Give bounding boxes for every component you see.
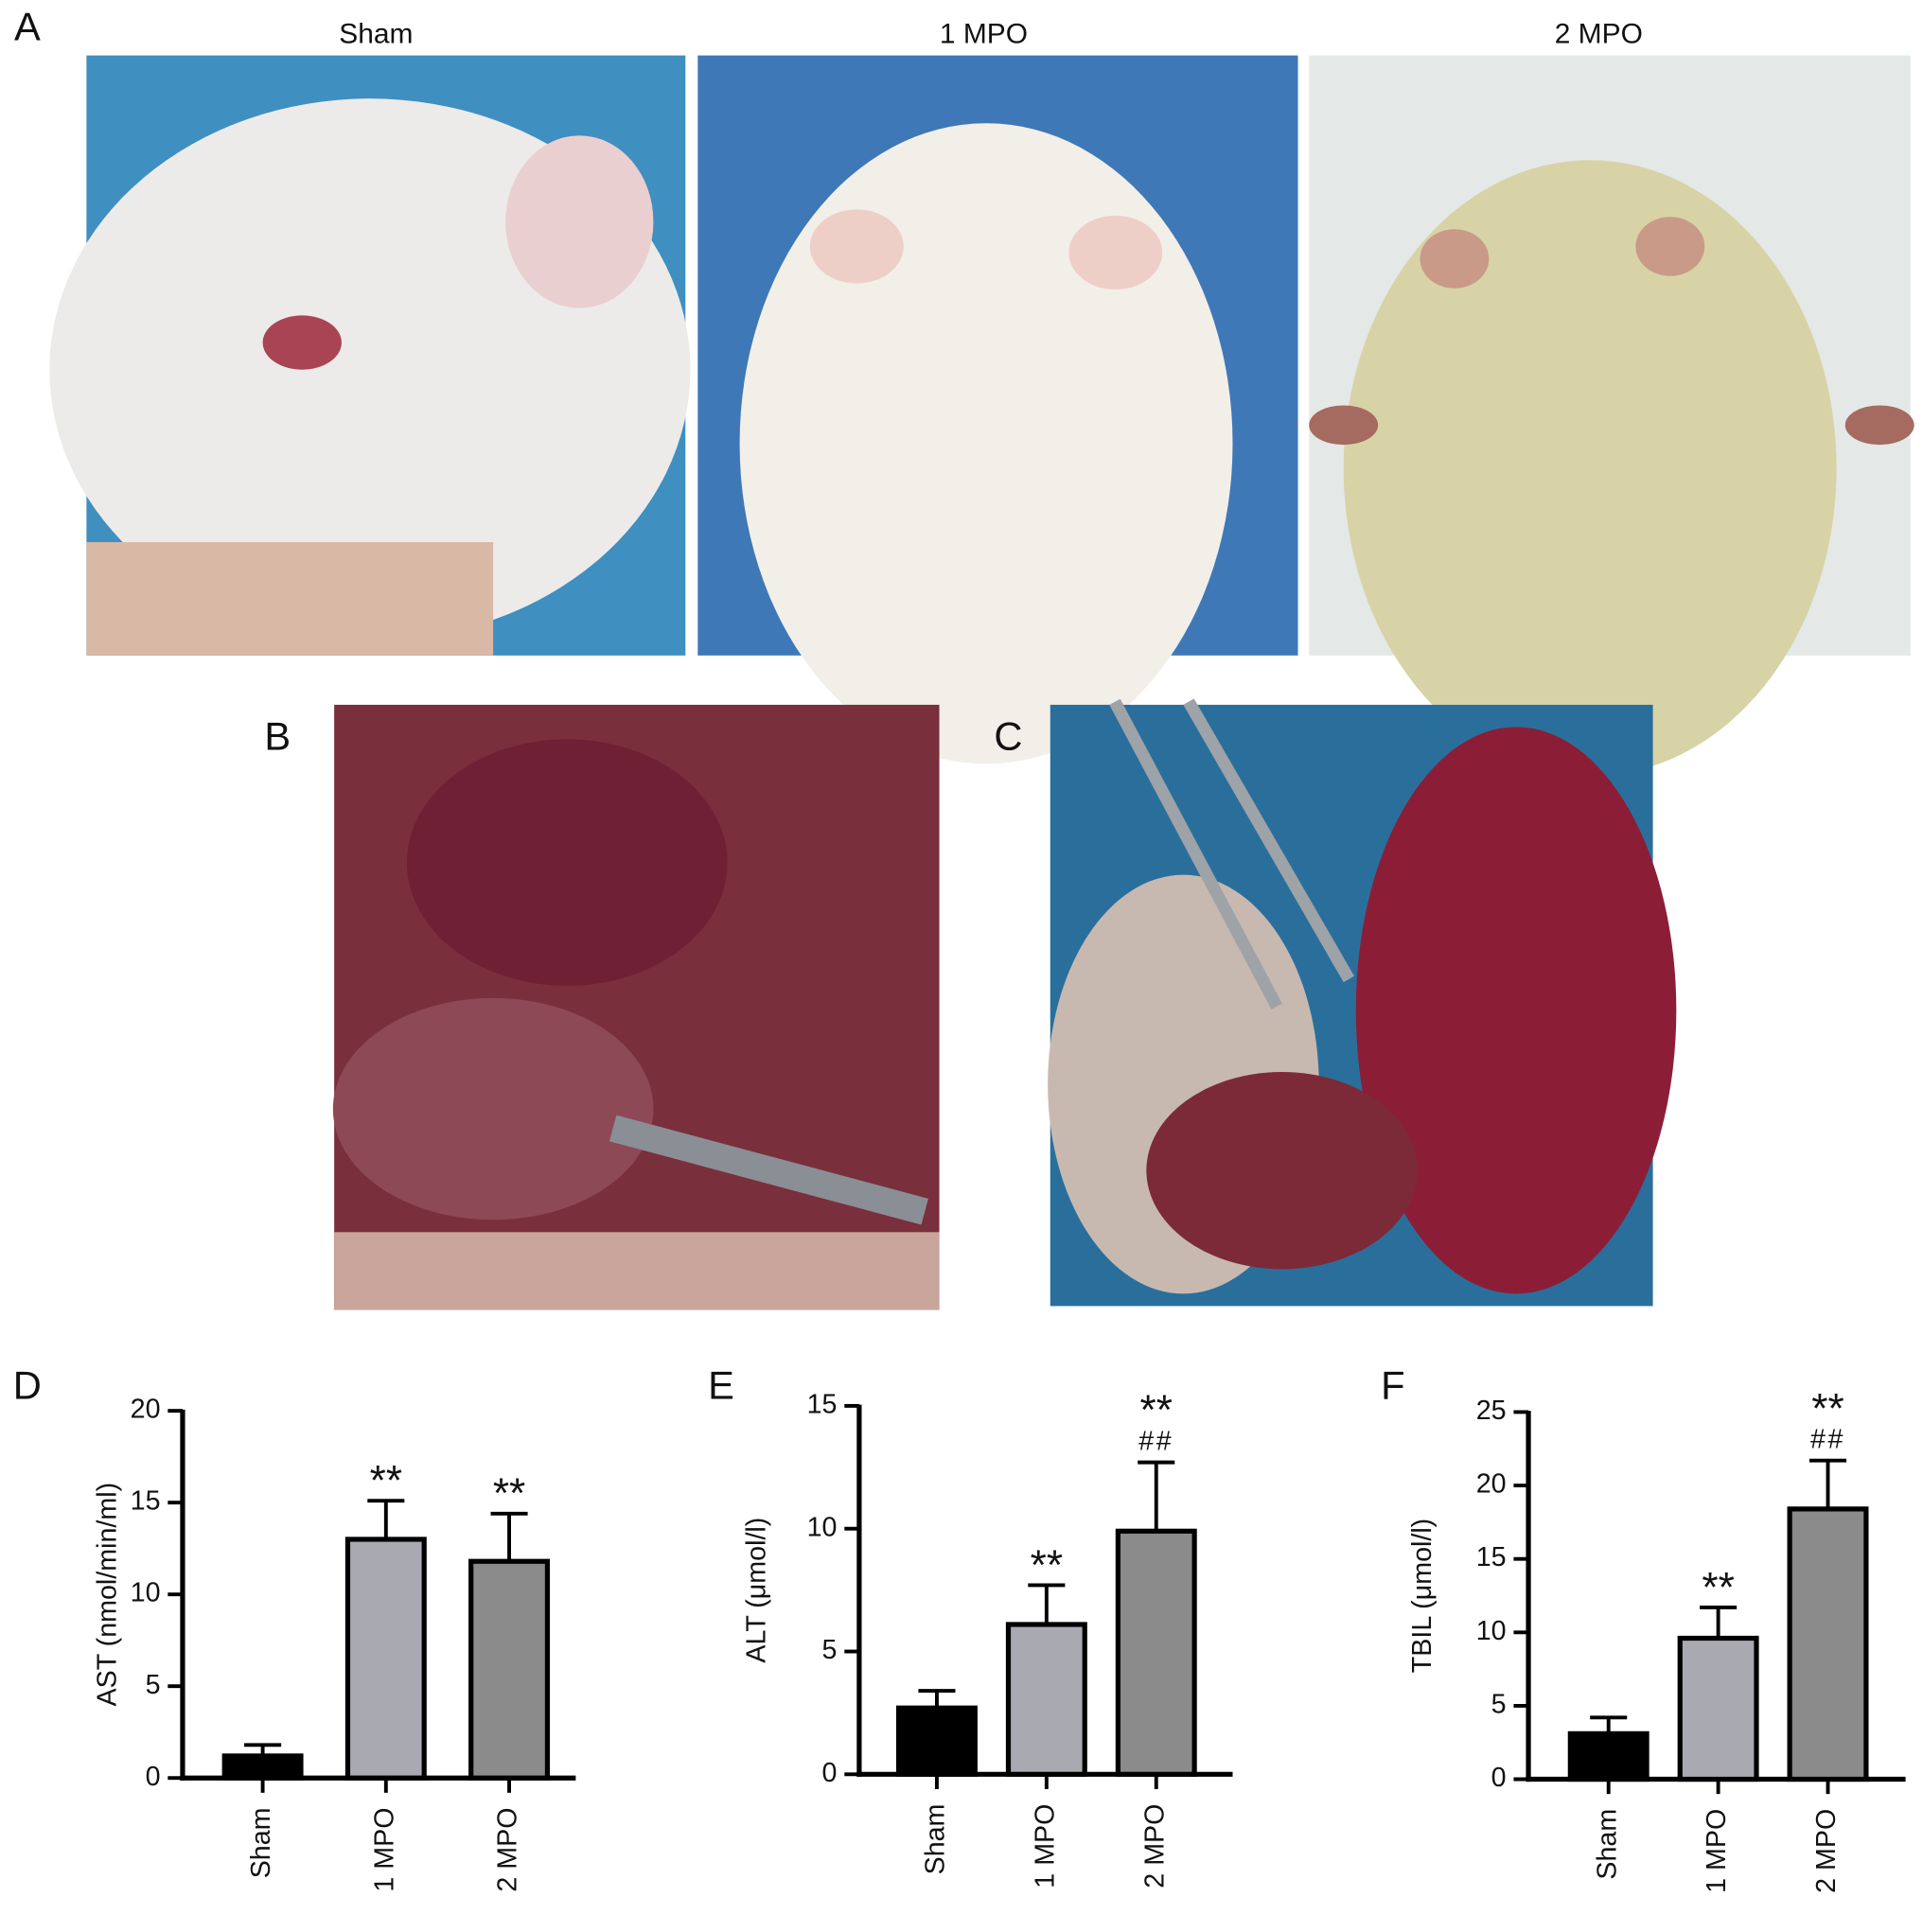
x-tick-label: 1 MPO (369, 1807, 399, 1891)
x-tick-label: 1 MPO (1030, 1804, 1060, 1888)
bar (344, 1537, 427, 1781)
y-tick-label: 0 (146, 1762, 161, 1792)
y-tick-label: 20 (131, 1395, 161, 1425)
bar (1005, 1622, 1087, 1777)
x-tick-label: Sham (246, 1807, 276, 1878)
y-tick-label: 5 (1491, 1689, 1507, 1719)
panel-label: A (14, 4, 41, 48)
significance-mark: ** (1140, 1387, 1173, 1433)
panel-label: B (264, 713, 291, 758)
bar (1115, 1528, 1197, 1777)
bar (468, 1558, 551, 1781)
bar (1787, 1506, 1869, 1783)
panel-label: D (13, 1363, 42, 1408)
significance-mark: ** (493, 1470, 525, 1517)
significance-mark: ** (1031, 1542, 1063, 1589)
photo-1mpo (697, 55, 1298, 764)
x-tick-label: 1 MPO (1702, 1809, 1732, 1893)
significance-mark: ** (1811, 1385, 1844, 1431)
x-tick-label: 2 MPO (1811, 1809, 1842, 1893)
y-tick-label: 15 (807, 1389, 838, 1419)
x-tick-label: 2 MPO (1139, 1804, 1170, 1888)
y-axis-label: TBIL (μmol/l) (1407, 1519, 1438, 1673)
significance-mark: ## (1810, 1424, 1845, 1454)
photo-2mpo (1309, 55, 1914, 777)
photo-sham (49, 55, 691, 656)
bar (1567, 1730, 1650, 1783)
photo-title: 1 MPO (940, 19, 1028, 50)
significance-mark: ** (1702, 1564, 1734, 1610)
panel-label: C (994, 713, 1022, 758)
photo-title: 2 MPO (1555, 19, 1643, 50)
bar (1677, 1635, 1759, 1783)
significance-mark: ** (370, 1458, 402, 1504)
photo-title: Sham (339, 19, 413, 50)
y-axis-label: AST (nmol/min/ml) (92, 1483, 122, 1707)
x-tick-label: Sham (921, 1804, 951, 1875)
y-axis-label: ALT (μmol/l) (742, 1518, 772, 1663)
y-tick-label: 0 (1491, 1763, 1507, 1793)
photo-b (332, 704, 940, 1310)
bar (221, 1753, 304, 1781)
y-tick-label: 10 (807, 1512, 838, 1542)
x-tick-label: Sham (1592, 1809, 1622, 1880)
y-tick-label: 5 (822, 1635, 838, 1665)
y-tick-label: 25 (1476, 1396, 1507, 1426)
y-tick-label: 15 (131, 1486, 161, 1517)
y-tick-label: 15 (1476, 1542, 1507, 1572)
significance-mark: ## (1138, 1426, 1173, 1456)
y-tick-label: 0 (822, 1758, 838, 1788)
x-tick-label: 2 MPO (493, 1807, 523, 1891)
y-tick-label: 20 (1476, 1469, 1507, 1500)
y-tick-label: 5 (146, 1670, 161, 1700)
photo-c (1048, 698, 1677, 1307)
y-tick-label: 10 (131, 1578, 161, 1608)
panel-label: E (708, 1363, 734, 1408)
y-tick-label: 10 (1476, 1616, 1507, 1646)
panel-label: F (1381, 1363, 1404, 1408)
bar (895, 1705, 978, 1777)
